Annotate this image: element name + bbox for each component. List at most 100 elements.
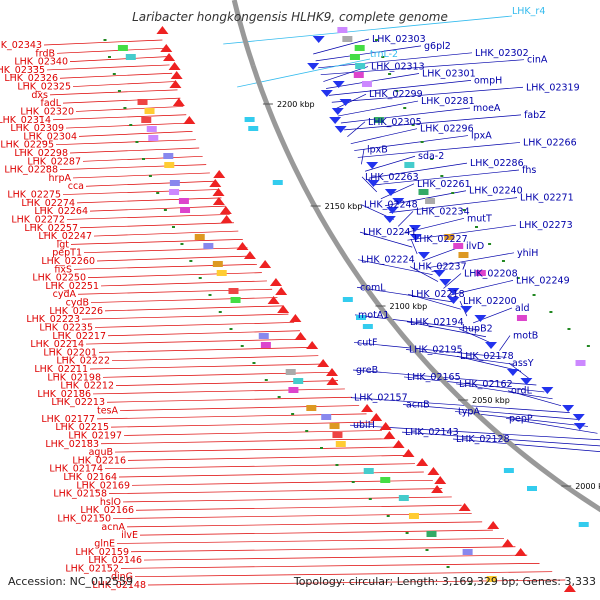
gene-label-minus: LHK_02201	[43, 347, 97, 358]
gene-label-minus: LHK_02217	[52, 331, 106, 342]
gene-label-minus: LHK_02298	[14, 148, 68, 159]
minus-strand-arrow	[212, 188, 225, 196]
gene-label-minus: LHK_02226	[49, 306, 103, 317]
plus-strand-arrow	[520, 378, 533, 385]
rna-feature	[356, 315, 367, 320]
gene-label-minus: LHK_02164	[63, 472, 117, 483]
leader-line	[59, 164, 207, 170]
leader-line	[55, 139, 196, 146]
rna-feature	[503, 468, 514, 473]
outer-ring-tick	[103, 39, 107, 41]
outer-ring-tick	[240, 345, 244, 347]
gene-label-minus: LHK_02275	[7, 190, 61, 201]
leader-line	[407, 224, 517, 241]
minus-strand-arrow	[326, 377, 339, 385]
plus-strand-arrow	[408, 225, 421, 232]
outer-ring-tick	[277, 396, 281, 398]
outer-ring-tick	[135, 141, 139, 143]
leader-line	[116, 538, 505, 544]
rna-feature	[527, 486, 538, 491]
gene-label-plus: LHK_02313	[371, 62, 425, 73]
gene-label-plus: LHK_02200	[463, 296, 517, 307]
gene-label-minus: LHK_02272	[11, 214, 65, 225]
gene-label-minus: LHK_02343	[0, 40, 42, 51]
leader-line	[43, 39, 163, 46]
inner-ring-tick	[374, 39, 378, 41]
plus-strand-arrow	[332, 81, 345, 88]
gene-label-minus: LHK_02152	[65, 563, 119, 574]
outer-ring-tick	[368, 498, 372, 500]
outer-ring-tick	[335, 464, 339, 466]
gene-labels: LHK_02343frdBLHK_02340LHK_02335LHK_02326…	[0, 6, 580, 591]
outer-ring-tick	[148, 175, 152, 177]
feature-block	[178, 198, 189, 204]
gene-label-plus: LHK_02194	[410, 317, 464, 328]
leader-line	[85, 338, 306, 345]
inner-ring-tick	[451, 192, 455, 194]
gene-label-minus: LHK_02169	[76, 480, 130, 491]
leader-line	[443, 273, 462, 289]
minus-strand-arrow	[212, 197, 225, 205]
gene-label-plus: LHK_02281	[421, 96, 475, 107]
leader-line	[69, 56, 168, 62]
outer-ring-tick	[305, 430, 309, 432]
minus-strand-arrow	[501, 539, 514, 547]
gene-label-minus: LHK_02257	[24, 223, 78, 234]
gene-label-minus: acnA	[101, 522, 125, 533]
minus-strand-arrow	[427, 467, 440, 475]
feature-block	[462, 549, 473, 555]
gene-label-minus: fixS	[54, 264, 72, 275]
leader-line	[72, 172, 210, 179]
outer-ring-tick	[163, 209, 167, 211]
outer-ring-tick	[129, 124, 133, 126]
gene-label-plus: LHK_02157	[354, 393, 408, 404]
minus-strand-arrow	[294, 332, 307, 340]
leader-line	[456, 355, 522, 372]
outer-ring-tick	[252, 362, 256, 364]
gene-label-minus: LHK_02250	[32, 273, 86, 284]
gene-label-minus: LHK_02158	[53, 489, 107, 500]
leader-line	[507, 390, 562, 407]
gene-label-plus: LHK_02143	[405, 427, 459, 438]
feature-block	[398, 495, 409, 501]
plus-strand-arrow	[312, 36, 325, 43]
gene-label-plus: ordL	[511, 386, 533, 397]
gene-label-minus: LHK_02186	[37, 389, 91, 400]
outer-ring-tick	[112, 73, 116, 75]
gene-label-plus: LHK_02165	[407, 372, 461, 383]
topology-text: Topology: circular; Length: 3,169,329 bp…	[293, 575, 596, 588]
outer-ring-tick	[180, 243, 184, 245]
rna-feature	[244, 117, 255, 122]
feature-block	[180, 207, 191, 213]
feature-block	[260, 342, 271, 348]
gene-label-plus: LHK_02218	[411, 289, 465, 300]
leader-line	[65, 122, 190, 129]
feature-block	[141, 117, 152, 123]
gene-label-minus: dxs	[31, 90, 48, 101]
genome-backbone	[231, 0, 600, 513]
feature-block	[146, 126, 157, 132]
leader-line	[402, 217, 465, 234]
minus-strand-arrow	[220, 215, 233, 223]
inner-ring-tick	[475, 226, 479, 228]
plus-strand-arrow	[383, 216, 396, 223]
gene-label-plus: typA	[458, 406, 480, 417]
leader-line	[372, 169, 520, 186]
outer-ring-tick	[107, 56, 111, 58]
gene-label-plus: greB	[356, 365, 378, 376]
gene-label-plus: LHK_02301	[422, 68, 476, 79]
outer-ring-tick	[291, 413, 295, 415]
leader-line	[62, 189, 218, 195]
feature-block	[408, 513, 419, 519]
gene-label-minus: LHK_02247	[38, 231, 92, 242]
feature-block	[163, 153, 174, 159]
minus-strand-arrow	[370, 413, 383, 421]
gene-label-plus: LHK_02319	[526, 82, 580, 93]
gene-label-minus: LHK_02177	[41, 414, 95, 425]
outer-ring-tick	[189, 260, 193, 262]
leader-line	[328, 80, 472, 96]
gene-label-plus: ompH	[474, 75, 502, 86]
leader-line	[410, 238, 418, 255]
gene-label-minus: LHK_02287	[27, 156, 81, 167]
minus-strand-arrow	[402, 449, 415, 457]
